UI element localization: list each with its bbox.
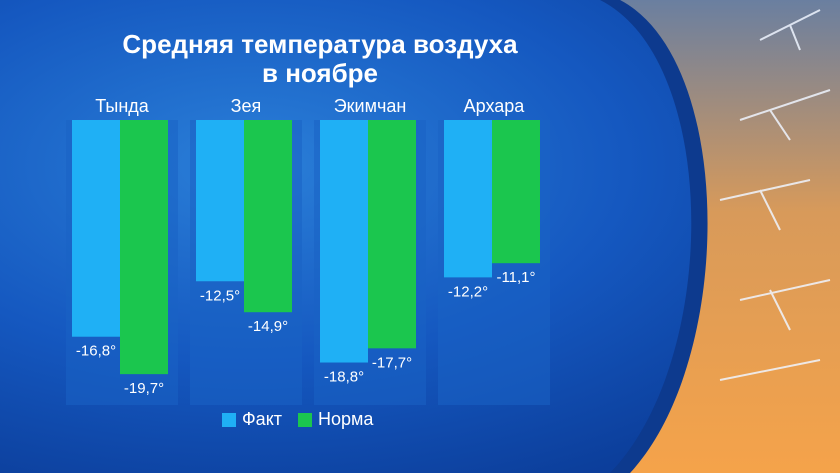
chart-title-line-1: Средняя температура воздуха bbox=[122, 29, 518, 59]
legend-item-norm: Норма bbox=[298, 409, 373, 430]
legend-swatch-fact bbox=[222, 412, 236, 427]
legend-label-fact: Факт bbox=[242, 409, 283, 429]
data-label: -12,2° bbox=[448, 283, 488, 300]
data-label: -18,8° bbox=[324, 369, 364, 386]
category-label: Зея bbox=[231, 96, 262, 116]
data-label: -12,5° bbox=[200, 287, 240, 304]
category-label: Тында bbox=[95, 96, 150, 116]
legend-label-norm: Норма bbox=[318, 409, 374, 429]
data-label: -16,8° bbox=[76, 343, 116, 360]
data-label: -14,9° bbox=[248, 318, 288, 335]
category-label: Архара bbox=[464, 96, 526, 116]
category-label: Экимчан bbox=[334, 96, 407, 116]
legend: Факт Норма bbox=[222, 409, 379, 430]
data-label: -19,7° bbox=[124, 380, 164, 397]
bar bbox=[320, 120, 368, 363]
bar bbox=[444, 120, 492, 278]
bar bbox=[492, 120, 540, 264]
data-label: -11,1° bbox=[496, 269, 535, 286]
chart-title-line-2: в ноябре bbox=[261, 58, 379, 88]
bar bbox=[72, 120, 120, 337]
legend-item-fact: Факт bbox=[222, 409, 282, 430]
bar bbox=[120, 120, 168, 375]
bar bbox=[368, 120, 416, 349]
bar bbox=[244, 120, 292, 313]
legend-swatch-norm bbox=[298, 412, 313, 427]
chart-title: Средняя температура воздуха в ноябре bbox=[40, 30, 600, 88]
data-label: -17,7° bbox=[372, 354, 412, 371]
bar bbox=[196, 120, 244, 282]
